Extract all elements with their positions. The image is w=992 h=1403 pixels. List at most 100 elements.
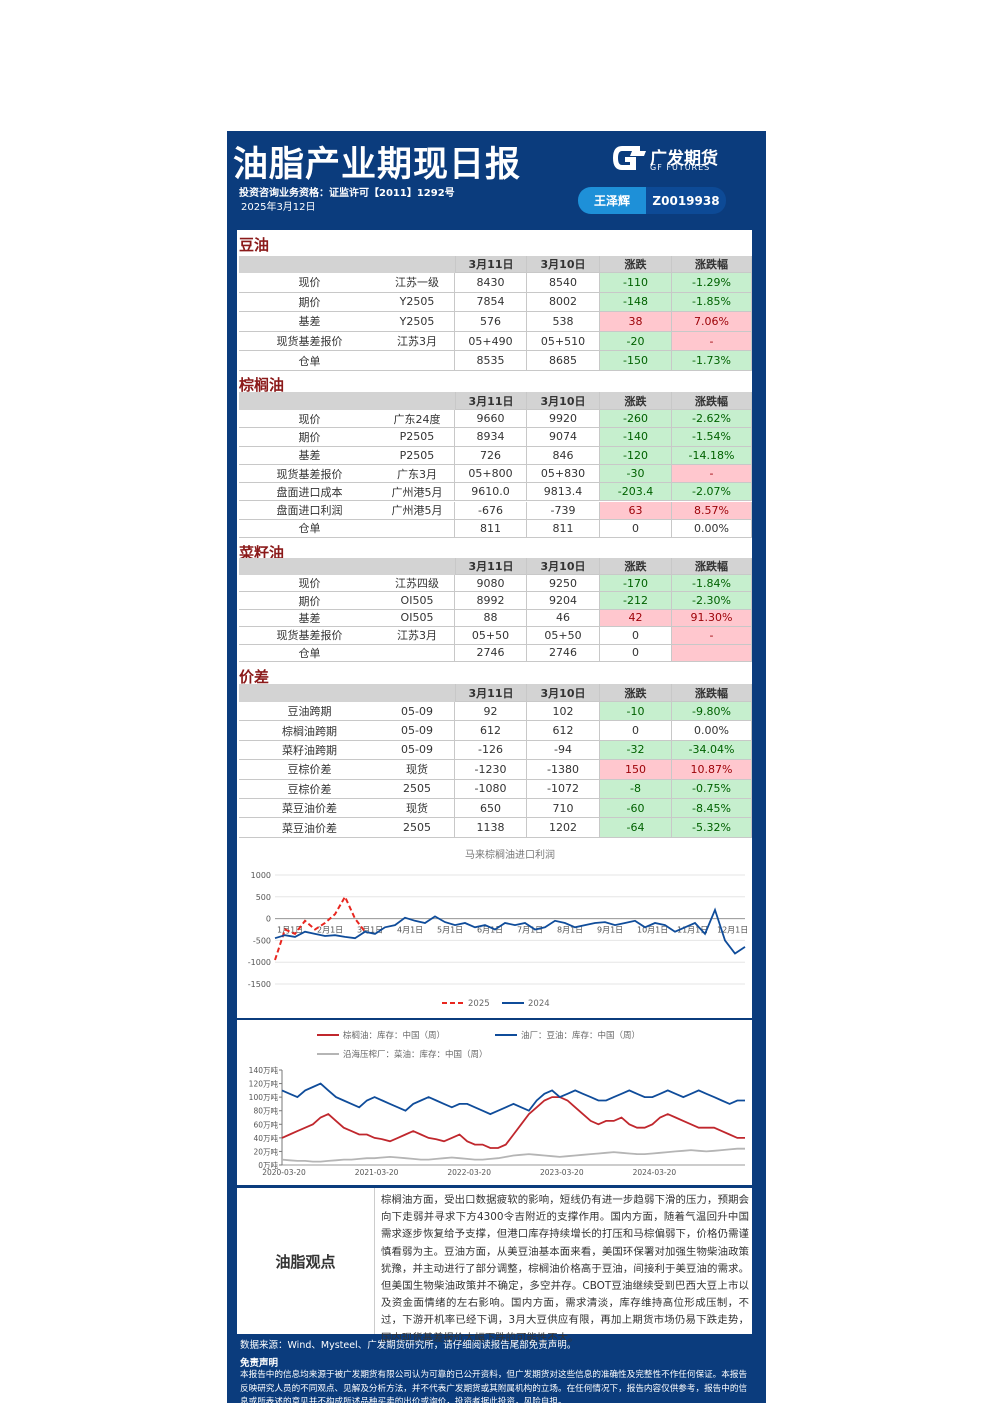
change-pct: -0.75% xyxy=(672,779,752,799)
change: 0 xyxy=(600,627,672,645)
inventory-chart: 0万吨 20万吨 40万吨 60万吨 80万吨 100万吨 120万吨 140万吨 2020-0… xyxy=(237,1020,752,1185)
row-label: 期价 xyxy=(239,592,380,610)
row-label: 基差 xyxy=(239,447,380,465)
change-pct: 7.06% xyxy=(672,312,752,332)
row-spec xyxy=(380,351,455,371)
series-line xyxy=(281,1147,745,1163)
x-tick-label: 11月1日 xyxy=(677,926,708,935)
value-previous: 1202 xyxy=(527,818,600,838)
value-current: 8934 xyxy=(455,428,527,447)
y-tick-label: 40万吨 xyxy=(253,1133,278,1143)
value-current: 8430 xyxy=(455,273,527,293)
row-spec: 广东3月 xyxy=(380,464,455,484)
row-spec: 广州港5月 xyxy=(380,483,455,502)
change: -30 xyxy=(600,464,672,484)
row-label: 棕榈油跨期 xyxy=(239,721,380,741)
row-spec: 现货 xyxy=(380,799,455,819)
change-pct: - xyxy=(672,331,752,352)
legend-label: 油厂：豆油：库存：中国（周） xyxy=(521,1030,640,1041)
row-spec: 江苏3月 xyxy=(380,331,455,352)
value-current: 8535 xyxy=(455,351,527,371)
change-pct: - xyxy=(672,627,752,645)
row-spec: 广州港5月 xyxy=(380,501,455,520)
value-previous: -1072 xyxy=(527,779,600,799)
table-header: 涨跌 xyxy=(600,684,672,702)
change: 150 xyxy=(600,760,672,780)
legend-label: 2025 xyxy=(468,999,490,1009)
y-tick-label: 0 xyxy=(266,915,271,924)
row-spec: 05-09 xyxy=(380,721,455,741)
license: 投资咨询业务资格：证监许可【2011】1292号 xyxy=(239,188,455,199)
change: -260 xyxy=(600,410,672,429)
row-spec: 2505 xyxy=(380,779,455,799)
value-current: 7854 xyxy=(455,292,527,313)
row-spec xyxy=(380,644,455,662)
x-tick-label: 5月1日 xyxy=(437,926,463,935)
value-current: 8992 xyxy=(455,592,527,610)
value-previous: 8002 xyxy=(527,292,600,313)
row-label: 豆棕价差 xyxy=(239,780,380,799)
row-spec: 05-09 xyxy=(380,702,455,722)
change-pct: 0.00% xyxy=(672,519,752,539)
table-header: 涨跌 xyxy=(600,256,672,273)
y-tick-label: -1500 xyxy=(248,980,271,989)
value-current: 726 xyxy=(455,446,527,465)
section-title: 棕榈油 xyxy=(239,376,285,394)
value-previous: 46 xyxy=(527,609,600,628)
analyst-label: 王泽辉 xyxy=(578,187,646,214)
change-pct: -1.73% xyxy=(672,351,752,371)
legend-label: 沿海压榨厂：菜油：库存：中国（周） xyxy=(343,1049,488,1060)
change-pct: 8.57% xyxy=(672,501,752,520)
section-title: 价差 xyxy=(239,668,270,686)
value-current: -1080 xyxy=(455,779,527,799)
row-label: 盘面进口利润 xyxy=(239,502,380,520)
row-label: 菜籽油跨期 xyxy=(239,741,380,761)
row-label: 仓单 xyxy=(239,645,380,662)
x-tick-label: 2021-03-20 xyxy=(355,1168,399,1177)
chart-title: 马来棕榈油进口利润 xyxy=(465,848,555,861)
logo-cn: 广发期货 xyxy=(650,149,718,169)
value-previous: 8540 xyxy=(527,273,600,293)
row-label: 期价 xyxy=(239,293,380,313)
table-header: 3月10日 xyxy=(527,392,600,410)
value-current: 1138 xyxy=(455,818,527,838)
row-spec: 江苏一级 xyxy=(380,273,455,293)
row-spec: P2505 xyxy=(380,428,455,447)
row-spec: OI505 xyxy=(380,592,455,610)
y-tick-label: 100万吨 xyxy=(249,1092,279,1102)
row-spec: 现货 xyxy=(380,760,455,780)
value-current: 92 xyxy=(455,702,527,722)
row-label: 现价 xyxy=(239,273,380,293)
section-title: 豆油 xyxy=(239,236,270,254)
value-previous: 9813.4 xyxy=(527,483,600,502)
row-spec: 2505 xyxy=(380,818,455,838)
x-tick-label: 3月1日 xyxy=(357,926,383,935)
series-line xyxy=(274,907,746,955)
y-tick-label: 140万吨 xyxy=(249,1065,279,1075)
analyst-id: Z0019938 xyxy=(646,187,726,214)
value-previous: 9250 xyxy=(527,575,600,593)
change-pct: -14.18% xyxy=(672,446,752,465)
value-current: 811 xyxy=(455,519,527,539)
value-current: 05+490 xyxy=(455,331,527,352)
x-tick-label: 2022-03-20 xyxy=(447,1168,491,1177)
value-previous: 8685 xyxy=(527,351,600,371)
change-pct: -1.84% xyxy=(672,575,752,593)
change-pct: 91.30% xyxy=(672,609,752,628)
table-header: 3月10日 xyxy=(527,684,600,702)
change: -32 xyxy=(600,740,672,761)
table-header: 3月10日 xyxy=(527,558,600,575)
y-tick-label: -500 xyxy=(253,936,271,945)
change: -20 xyxy=(600,331,672,352)
change-pct: -2.62% xyxy=(672,410,752,429)
value-current: 612 xyxy=(455,721,527,741)
change-pct: -2.07% xyxy=(672,483,752,502)
table-header: 涨跌 xyxy=(600,392,672,410)
value-current: -1230 xyxy=(455,760,527,780)
series-line xyxy=(274,894,366,961)
value-previous: 811 xyxy=(527,519,600,539)
x-tick-label: 2020-03-20 xyxy=(262,1168,306,1177)
change: -212 xyxy=(600,592,672,610)
x-tick-label: 2024-03-20 xyxy=(633,1168,677,1177)
